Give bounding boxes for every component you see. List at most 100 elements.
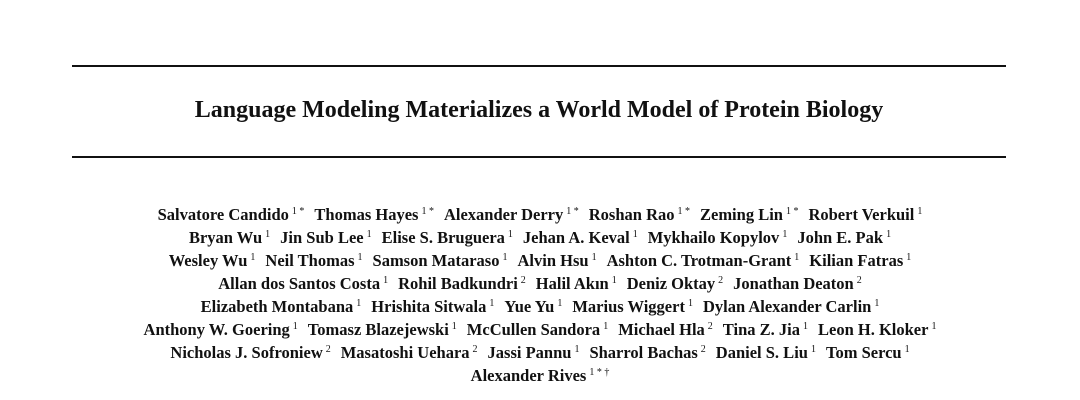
author: Neil Thomas 1 xyxy=(265,251,362,270)
author-affiliation-mark: 1 xyxy=(557,298,563,309)
author-name: Jehan A. Keval xyxy=(522,228,630,247)
author-name: John E. Pak xyxy=(797,228,884,247)
author-name: Zeming Lin xyxy=(699,205,783,224)
author: Mykhailo Kopylov 1 xyxy=(648,228,788,247)
author-name: Jonathan Deaton xyxy=(733,274,854,293)
author-affiliation-mark: 1 * † xyxy=(589,367,610,378)
author-name: McCullen Sandora xyxy=(466,320,601,339)
author: Deniz Oktay 2 xyxy=(627,274,723,293)
author-affiliation-mark: 1 xyxy=(904,344,910,355)
author-affiliation-mark: 1 xyxy=(383,275,389,286)
author-name: Masatoshi Uehara xyxy=(340,343,470,362)
author: Rohil Badkundri 2 xyxy=(398,274,526,293)
author-affiliation-mark: 1 xyxy=(794,252,800,263)
author-line: Allan dos Santos Costa 1 Rohil Badkundri 2 H… xyxy=(30,269,1050,293)
author-affiliation-mark: 1 * xyxy=(566,206,579,217)
author-list: Salvatore Candido 1 * Thomas Hayes 1 * Alexa… xyxy=(30,200,1050,385)
author-affiliation-mark: 1 xyxy=(906,252,912,263)
author: Alvin Hsu 1 xyxy=(517,251,596,270)
author-name: Marius Wiggert xyxy=(572,297,685,316)
author: Hrishita Sitwala 1 xyxy=(371,297,494,316)
paper-title: Language Modeling Materializes a World M… xyxy=(194,97,884,123)
author-affiliation-mark: 1 xyxy=(574,344,580,355)
author: Tomasz Blazejewski 1 xyxy=(308,320,457,339)
author-affiliation-mark: 1 xyxy=(917,206,923,217)
author-affiliation-mark: 2 xyxy=(325,344,331,355)
author-affiliation-mark: 1 xyxy=(611,275,617,286)
author-name: Nicholas J. Sofroniew xyxy=(170,343,323,362)
author: John E. Pak 1 xyxy=(797,228,891,247)
author: Tom Sercu 1 xyxy=(826,343,910,362)
author-name: Halil Akın xyxy=(535,274,609,293)
author-affiliation-mark: 1 xyxy=(366,229,372,240)
author-name: Leon H. Kloker xyxy=(817,320,929,339)
author-affiliation-mark: 2 xyxy=(718,275,724,286)
author-name: Daniel S. Liu xyxy=(715,343,808,362)
author-affiliation-mark: 1 xyxy=(632,229,638,240)
author-affiliation-mark: 1 * xyxy=(291,206,305,217)
author: Leon H. Kloker 1 xyxy=(818,320,936,339)
author: Tina Z. Jia 1 xyxy=(723,320,808,339)
author-name: Neil Thomas xyxy=(265,251,355,270)
author-affiliation-mark: 1 xyxy=(782,229,788,240)
author-affiliation-mark: 2 xyxy=(707,321,713,332)
author: Sharrol Bachas 2 xyxy=(589,343,705,362)
author-affiliation-mark: 1 xyxy=(886,229,892,240)
author: Allan dos Santos Costa 1 xyxy=(218,274,388,293)
author-affiliation-mark: 1 xyxy=(265,229,271,240)
author: Dylan Alexander Carlin 1 xyxy=(703,297,879,316)
author: Halil Akın 1 xyxy=(536,274,617,293)
author: Ashton C. Trotman-Grant 1 xyxy=(607,251,800,270)
author-name: Mykhailo Kopylov xyxy=(647,228,780,247)
author-name: Ashton C. Trotman-Grant xyxy=(606,251,792,270)
author: Bryan Wu 1 xyxy=(189,228,270,247)
author: Elizabeth Montabana 1 xyxy=(201,297,362,316)
author: Wesley Wu 1 xyxy=(169,251,256,270)
author: Zeming Lin 1 * xyxy=(700,205,798,224)
author-name: Jassi Pannu xyxy=(487,343,572,362)
author-name: Samson Mataraso xyxy=(372,251,500,270)
author-affiliation-mark: 1 xyxy=(250,252,256,263)
author: Robert Verkuil 1 xyxy=(808,205,922,224)
author-affiliation-mark: 1 xyxy=(357,252,363,263)
author-name: Wesley Wu xyxy=(168,251,248,270)
title-rule-top xyxy=(72,65,1006,67)
author-affiliation-mark: 2 xyxy=(520,275,526,286)
author: Roshan Rao 1 * xyxy=(589,205,690,224)
author-affiliation-mark: 2 xyxy=(856,275,862,286)
author: Jin Sub Lee 1 xyxy=(280,228,371,247)
author-line: Elizabeth Montabana 1 Hrishita Sitwala 1 Yue… xyxy=(30,292,1050,316)
author-affiliation-mark: 1 xyxy=(591,252,597,263)
author: Kilian Fatras 1 xyxy=(809,251,911,270)
author-affiliation-mark: 1 xyxy=(802,321,808,332)
author-name: Yue Yu xyxy=(504,297,555,316)
author-line: Anthony W. Goering 1 Tomasz Blazejewski 1 Mc… xyxy=(30,315,1050,339)
author-affiliation-mark: 1 xyxy=(502,252,508,263)
author-name: Dylan Alexander Carlin xyxy=(702,297,872,316)
author: Daniel S. Liu 1 xyxy=(716,343,816,362)
author-name: Kilian Fatras xyxy=(809,251,904,270)
author-affiliation-mark: 1 xyxy=(810,344,816,355)
author: Jonathan Deaton 2 xyxy=(733,274,862,293)
author: Anthony W. Goering 1 xyxy=(144,320,298,339)
author-name: Hrishita Sitwala xyxy=(371,297,487,316)
author: Michael Hla 2 xyxy=(618,320,713,339)
author: Elise S. Bruguera 1 xyxy=(382,228,513,247)
author-name: Tomasz Blazejewski xyxy=(307,320,449,339)
author-affiliation-mark: 1 xyxy=(687,298,693,309)
author-name: Allan dos Santos Costa xyxy=(218,274,381,293)
author-name: Robert Verkuil xyxy=(808,205,915,224)
author: Marius Wiggert 1 xyxy=(572,297,693,316)
author-name: Tina Z. Jia xyxy=(722,320,800,339)
author-name: Deniz Oktay xyxy=(626,274,716,293)
author-line: Salvatore Candido 1 * Thomas Hayes 1 * Alexa… xyxy=(30,200,1050,224)
author-name: Elizabeth Montabana xyxy=(200,297,354,316)
author: Nicholas J. Sofroniew 2 xyxy=(170,343,330,362)
author-name: Elise S. Bruguera xyxy=(381,228,505,247)
author-name: Tom Sercu xyxy=(825,343,902,362)
author-affiliation-mark: 1 xyxy=(507,229,513,240)
author: Alexander Rives 1 * † xyxy=(471,366,610,385)
author: Jassi Pannu 1 xyxy=(488,343,580,362)
author-affiliation-mark: 2 xyxy=(700,344,706,355)
author-affiliation-mark: 1 * xyxy=(785,206,799,217)
